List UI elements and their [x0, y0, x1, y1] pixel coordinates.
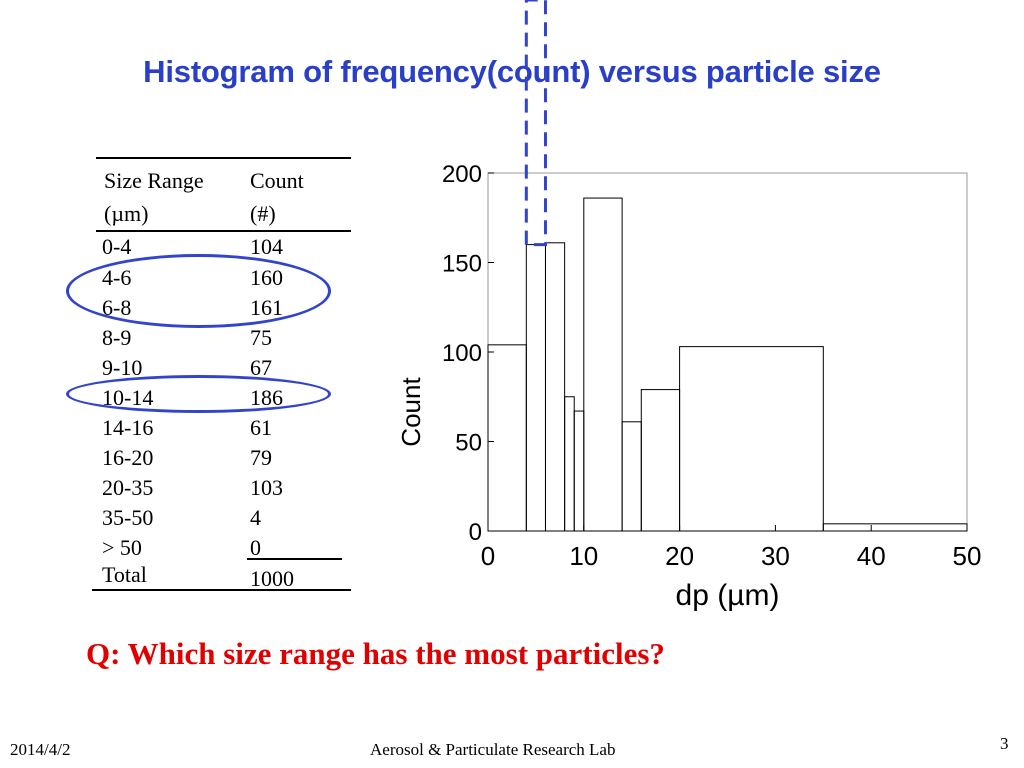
table-row-range: 20-35: [102, 475, 154, 500]
x-axis-label: dp (µm): [676, 579, 780, 612]
highlight-dashed-box: [524, 0, 547, 247]
table-row-count: 4: [250, 505, 261, 530]
histogram-bar: [564, 396, 575, 532]
total-value: 1000: [250, 566, 294, 591]
histogram-bar: [525, 244, 546, 532]
histogram-bar: [640, 389, 681, 532]
x-tick-label: 20: [665, 541, 694, 571]
footer-lab: Aerosol & Particulate Research Lab: [370, 740, 616, 759]
histogram-bar: [583, 197, 623, 532]
question-text: Q: Which size range has the most particl…: [86, 636, 665, 671]
table-row-count: 67: [250, 355, 272, 380]
histogram-bar: [487, 344, 527, 532]
table-row-count: 75: [250, 325, 272, 350]
y-tick-label: 0: [469, 519, 482, 546]
table-row-count: 61: [250, 415, 272, 440]
y-tick-label: 150: [442, 251, 482, 278]
table-row-range: 0-4: [102, 234, 132, 259]
slide-title: Histogram of frequency(count) versus par…: [143, 54, 881, 89]
table-row-range: 35-50: [102, 505, 154, 530]
x-tick-label: 30: [761, 541, 790, 571]
page-number: 3: [1000, 734, 1009, 753]
table-header-rule: [96, 230, 351, 232]
total-sum-rule: [247, 558, 342, 560]
header-count: Count: [250, 168, 304, 193]
header-size-unit: (µm): [104, 201, 149, 226]
highlight-oval-10-14: [66, 375, 331, 413]
table-row-count: 79: [250, 445, 272, 470]
table-row-range: 8-9: [102, 325, 132, 350]
header-size-range: Size Range: [104, 168, 204, 193]
total-label: Total: [102, 562, 147, 587]
y-tick-label: 200: [442, 161, 482, 188]
y-axis-label: Count: [396, 377, 426, 447]
table-row-count: 103: [250, 475, 283, 500]
histogram-bar: [573, 410, 585, 532]
footer-date: 2014/4/2: [10, 740, 71, 759]
table-row-count: 104: [250, 234, 283, 259]
histogram-chart: 0 50 100 150 200 0 10 20 30 40 50 dp (µm) Count: [396, 0, 982, 612]
y-tick-label: 100: [442, 340, 482, 367]
plot-frame: [487, 172, 968, 532]
header-count-unit: (#): [250, 201, 276, 226]
table-row-range: 16-20: [102, 445, 154, 470]
table-bottom-rule: [92, 589, 351, 591]
table-row-range: 14-16: [102, 415, 154, 440]
x-tick-label: 50: [953, 541, 982, 571]
y-tick-label: 50: [455, 430, 482, 457]
histogram-bar: [544, 242, 566, 532]
histogram-bar: [822, 523, 968, 532]
histogram-bar: [679, 346, 824, 532]
table-top-rule: [96, 157, 351, 159]
histogram-bar: [621, 421, 642, 532]
table-row-count: 0: [250, 535, 261, 560]
highlight-oval-4-8: [66, 254, 331, 328]
table-row-range: 9-10: [102, 355, 143, 380]
x-tick-label: 10: [569, 541, 598, 571]
x-tick-label: 0: [481, 541, 495, 571]
x-tick-label: 40: [857, 541, 886, 571]
table-row-range: > 50: [102, 535, 142, 560]
